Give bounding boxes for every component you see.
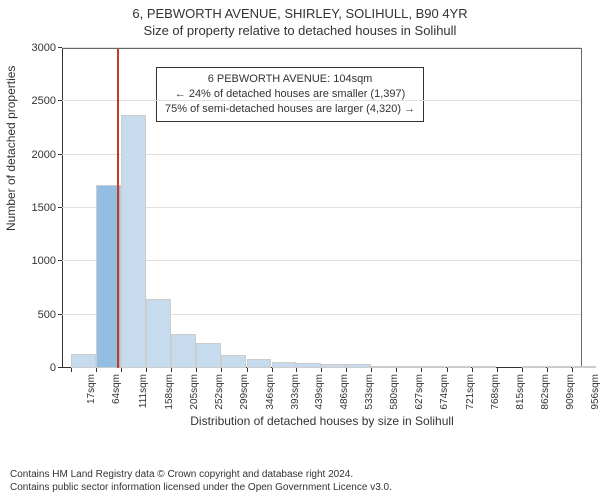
y-tick-mark	[58, 47, 62, 48]
y-tick-mark	[58, 260, 62, 261]
y-tick-label: 2500	[32, 95, 56, 107]
chart-title-main: 6, PEBWORTH AVENUE, SHIRLEY, SOLIHULL, B…	[0, 6, 600, 21]
annotation-line: 75% of semi-detached houses are larger (…	[165, 102, 415, 117]
x-tick-label: 580sqm	[389, 374, 400, 410]
x-tick-mark	[146, 368, 147, 372]
x-tick-label: 862sqm	[540, 374, 551, 410]
y-tick-label: 1500	[32, 202, 56, 214]
x-tick-label: 252sqm	[214, 374, 225, 410]
histogram-bar	[522, 366, 547, 368]
x-tick-mark	[171, 368, 172, 372]
x-tick-mark	[396, 368, 397, 372]
x-tick-mark	[221, 368, 222, 372]
x-tick-mark	[296, 368, 297, 372]
reference-marker-line	[117, 49, 119, 368]
x-tick-mark	[472, 368, 473, 372]
plot-area: 6 PEBWORTH AVENUE: 104sqm← 24% of detach…	[62, 48, 582, 368]
histogram-bar	[196, 343, 221, 368]
histogram-bar	[296, 363, 321, 368]
y-tick-label: 1000	[32, 255, 56, 267]
chart-title-sub: Size of property relative to detached ho…	[0, 23, 600, 38]
y-axis-line	[62, 49, 63, 368]
histogram-bar	[547, 366, 572, 368]
x-tick-label: 721sqm	[464, 374, 475, 410]
x-tick-label: 299sqm	[239, 374, 250, 410]
x-tick-mark	[497, 368, 498, 372]
x-tick-label: 205sqm	[189, 374, 200, 410]
histogram-bar	[121, 115, 146, 368]
x-tick-mark	[547, 368, 548, 372]
x-tick-mark	[196, 368, 197, 372]
histogram-bar	[572, 366, 597, 368]
x-tick-label: 674sqm	[439, 374, 450, 410]
histogram-bar	[421, 366, 446, 368]
x-tick-label: 909sqm	[565, 374, 576, 410]
x-tick-label: 533sqm	[364, 374, 375, 410]
x-axis-label: Distribution of detached houses by size …	[62, 414, 582, 428]
histogram-bar	[447, 366, 472, 368]
x-tick-label: 393sqm	[289, 374, 300, 410]
x-tick-mark	[71, 368, 72, 372]
x-tick-label: 956sqm	[590, 374, 600, 410]
x-tick-label: 346sqm	[264, 374, 275, 410]
annotation-box: 6 PEBWORTH AVENUE: 104sqm← 24% of detach…	[156, 67, 424, 122]
footer-line-2: Contains public sector information licen…	[10, 481, 392, 494]
histogram-bar	[472, 366, 497, 368]
x-tick-label: 64sqm	[111, 374, 122, 404]
x-tick-mark	[572, 368, 573, 372]
y-tick-mark	[58, 367, 62, 368]
histogram-bar	[396, 366, 421, 368]
histogram-bar	[221, 355, 246, 368]
y-tick-label: 2000	[32, 149, 56, 161]
y-tick-mark	[58, 100, 62, 101]
x-tick-mark	[371, 368, 372, 372]
x-tick-label: 627sqm	[414, 374, 425, 410]
x-tick-mark	[421, 368, 422, 372]
y-tick-mark	[58, 314, 62, 315]
x-tick-label: 111sqm	[138, 374, 149, 408]
gridline-h	[62, 100, 581, 101]
y-tick-label: 500	[38, 309, 56, 321]
histogram-bar	[247, 359, 272, 368]
gridline-h	[62, 47, 581, 48]
x-tick-mark	[247, 368, 248, 372]
x-tick-mark	[522, 368, 523, 372]
histogram-bar	[346, 364, 371, 368]
x-tick-label: 768sqm	[489, 374, 500, 410]
histogram-bar	[171, 334, 196, 368]
y-tick-label: 0	[50, 362, 56, 374]
y-axis-label: Number of detached properties	[4, 66, 18, 231]
histogram-bar	[321, 364, 346, 368]
x-tick-mark	[272, 368, 273, 372]
chart-container: Number of detached properties 6 PEBWORTH…	[0, 38, 600, 438]
histogram-bar	[146, 299, 171, 368]
x-tick-mark	[346, 368, 347, 372]
x-tick-mark	[121, 368, 122, 372]
x-tick-label: 158sqm	[164, 374, 175, 410]
x-tick-mark	[447, 368, 448, 372]
x-tick-label: 17sqm	[86, 374, 97, 404]
histogram-bar	[71, 354, 96, 368]
footer-line-1: Contains HM Land Registry data © Crown c…	[10, 468, 392, 481]
y-tick-mark	[58, 154, 62, 155]
x-tick-label: 815sqm	[514, 374, 525, 410]
annotation-line: 6 PEBWORTH AVENUE: 104sqm	[165, 72, 415, 87]
y-tick-label: 3000	[32, 42, 56, 54]
histogram-bar	[272, 362, 297, 368]
x-tick-label: 486sqm	[339, 374, 350, 410]
x-tick-mark	[321, 368, 322, 372]
x-tick-label: 439sqm	[314, 374, 325, 410]
x-tick-mark	[96, 368, 97, 372]
histogram-bar	[371, 366, 396, 368]
footer-attribution: Contains HM Land Registry data © Crown c…	[10, 468, 392, 494]
y-tick-mark	[58, 207, 62, 208]
